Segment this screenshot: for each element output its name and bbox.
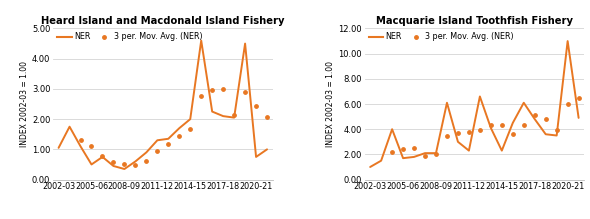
NER [411,155,418,158]
NER [231,116,238,119]
NER [564,40,571,42]
3 per. Mov. Avg. (NER) [175,134,184,138]
NER [454,141,461,143]
3 per. Mov. Avg. (NER) [563,102,572,105]
3 per. Mov. Avg. (NER) [475,128,484,131]
3 per. Mov. Avg. (NER) [420,154,430,158]
NER [219,115,227,117]
3 per. Mov. Avg. (NER) [519,124,529,127]
NER [55,147,62,149]
Legend: NER, 3 per. Mov. Avg. (NER): NER, 3 per. Mov. Avg. (NER) [57,32,202,41]
3 per. Mov. Avg. (NER) [453,131,463,134]
3 per. Mov. Avg. (NER) [109,161,118,164]
3 per. Mov. Avg. (NER) [98,154,107,158]
3 per. Mov. Avg. (NER) [196,94,206,98]
NER [520,101,527,104]
Y-axis label: INDEX 2002-03 = 1.00: INDEX 2002-03 = 1.00 [20,61,29,147]
NER [542,133,549,136]
3 per. Mov. Avg. (NER) [431,153,441,156]
3 per. Mov. Avg. (NER) [240,91,250,94]
3 per. Mov. Avg. (NER) [76,139,85,142]
NER [143,151,150,154]
NER [366,166,373,168]
3 per. Mov. Avg. (NER) [388,150,397,154]
NER [88,163,95,166]
NER [176,127,183,129]
3 per. Mov. Avg. (NER) [263,115,272,118]
NER [553,134,560,137]
NER [466,149,473,152]
3 per. Mov. Avg. (NER) [142,159,151,163]
Y-axis label: INDEX 2002-03 = 1.00: INDEX 2002-03 = 1.00 [326,61,336,147]
3 per. Mov. Avg. (NER) [153,150,162,153]
NER [132,160,139,163]
NER [154,139,161,142]
NER [444,101,451,104]
3 per. Mov. Avg. (NER) [552,128,562,131]
NER [99,155,106,158]
NER [66,125,73,128]
Legend: NER, 3 per. Mov. Avg. (NER): NER, 3 per. Mov. Avg. (NER) [369,32,514,41]
3 per. Mov. Avg. (NER) [130,164,140,167]
NER [389,128,396,131]
NER [253,155,260,158]
3 per. Mov. Avg. (NER) [251,104,261,108]
NER [487,127,494,129]
3 per. Mov. Avg. (NER) [442,135,452,138]
NER [432,152,440,154]
NER [165,138,172,140]
Title: Macquarie Island Toothfish Fishery: Macquarie Island Toothfish Fishery [376,16,573,26]
NER [421,152,428,154]
Title: Heard Island and Macdonald Island Fishery: Heard Island and Macdonald Island Fisher… [41,16,284,26]
3 per. Mov. Avg. (NER) [230,113,239,117]
3 per. Mov. Avg. (NER) [409,146,419,150]
NER [121,168,128,170]
NER [509,122,516,124]
3 per. Mov. Avg. (NER) [530,113,539,117]
NER [209,110,216,113]
Line: NER: NER [58,41,267,169]
Line: NER: NER [370,41,579,167]
NER [575,117,582,119]
3 per. Mov. Avg. (NER) [541,117,550,120]
3 per. Mov. Avg. (NER) [398,148,408,151]
3 per. Mov. Avg. (NER) [218,88,228,91]
NER [110,165,117,167]
3 per. Mov. Avg. (NER) [120,162,129,166]
3 per. Mov. Avg. (NER) [185,127,195,131]
3 per. Mov. Avg. (NER) [208,89,217,92]
NER [77,145,84,148]
NER [399,157,407,159]
NER [198,39,205,42]
NER [264,148,271,151]
3 per. Mov. Avg. (NER) [574,96,584,100]
NER [186,118,194,120]
3 per. Mov. Avg. (NER) [486,123,496,127]
NER [531,118,538,120]
3 per. Mov. Avg. (NER) [508,132,517,136]
NER [378,159,385,162]
NER [499,149,506,152]
3 per. Mov. Avg. (NER) [497,123,507,127]
3 per. Mov. Avg. (NER) [163,142,173,146]
NER [241,42,248,45]
3 per. Mov. Avg. (NER) [464,130,474,134]
3 per. Mov. Avg. (NER) [87,144,96,148]
NER [476,95,483,98]
